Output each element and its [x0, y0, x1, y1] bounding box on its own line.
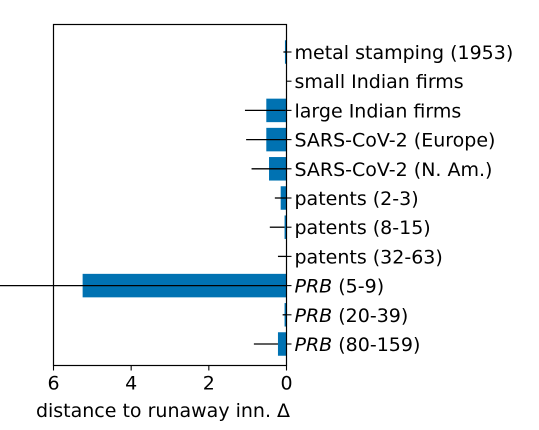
error-bars-layer: [0, 51, 287, 345]
category-label: PRB (20-39): [295, 305, 409, 327]
category-label: large Indian firms: [295, 100, 462, 122]
category-label-part: SARS-CoV-2 (Europe): [295, 130, 496, 152]
x-ticks-layer: 6 4 2 0: [47, 51, 293, 395]
category-label-part: (5-9): [332, 276, 384, 298]
x-tick-label: 4: [125, 373, 137, 395]
bar: [284, 215, 287, 239]
x-tick-label: 6: [47, 373, 59, 395]
category-label: PRB (5-9): [295, 276, 385, 298]
category-label: SARS-CoV-2 (N. Am.): [295, 159, 493, 181]
category-label-italic: PRB: [295, 305, 333, 327]
category-label: metal stamping (1953): [295, 42, 514, 64]
category-labels-layer: metal stamping (1953) small Indian firms l…: [295, 42, 514, 356]
category-label-part: metal stamping (1953): [295, 42, 514, 64]
category-label-part: patents (32-63): [295, 246, 443, 268]
category-label-part: patents (8-15): [295, 217, 431, 239]
bar: [277, 332, 287, 356]
category-label-part: large Indian firms: [295, 100, 462, 122]
category-label-part: small Indian firms: [295, 71, 464, 93]
category-label-part: patents (2-3): [295, 188, 419, 210]
category-label-part: (20-39): [332, 305, 408, 327]
category-label-part: SARS-CoV-2 (N. Am.): [295, 159, 493, 181]
category-label: patents (8-15): [295, 217, 431, 239]
category-label: PRB (80-159): [295, 334, 421, 356]
category-label: SARS-CoV-2 (Europe): [295, 130, 496, 152]
category-label: patents (32-63): [295, 246, 443, 268]
category-label-part: (80-159): [332, 334, 420, 356]
x-tick-label: 2: [203, 373, 215, 395]
plot-frame: [52, 23, 288, 367]
category-label: patents (2-3): [295, 188, 419, 210]
x-axis-label: distance to runaway inn. Δ: [36, 400, 290, 422]
category-label-italic: PRB: [295, 276, 333, 298]
x-tick-label: 0: [280, 373, 292, 395]
category-label-italic: PRB: [295, 334, 333, 356]
category-label: small Indian firms: [295, 71, 464, 93]
